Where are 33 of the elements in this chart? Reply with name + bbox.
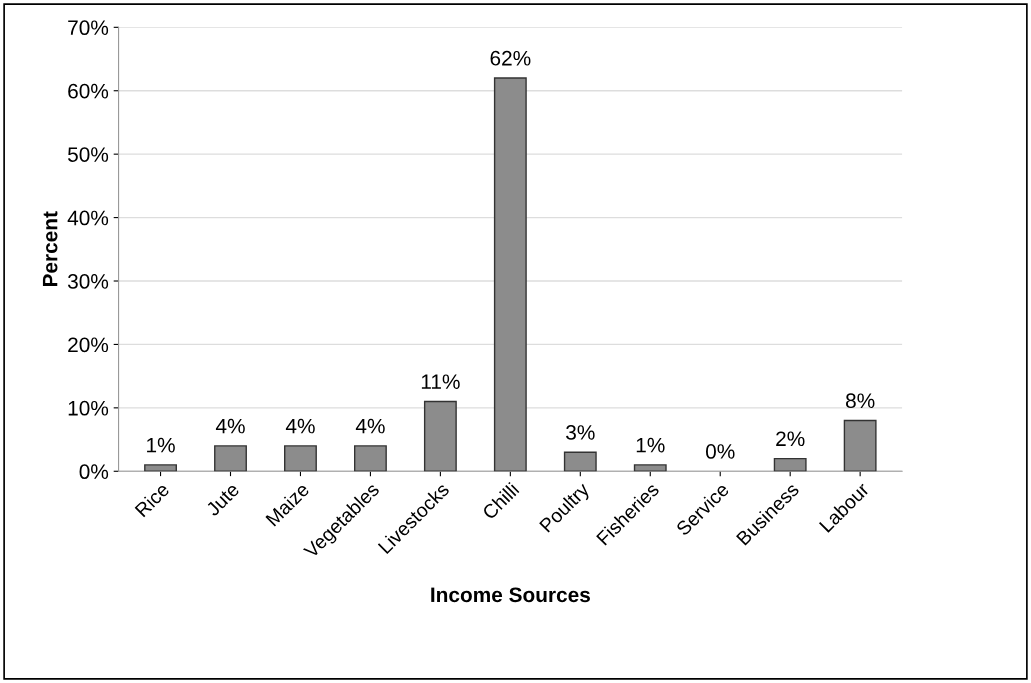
data-label: 8% bbox=[846, 393, 875, 409]
bar bbox=[843, 419, 877, 472]
y-tick-label: 70% bbox=[68, 20, 109, 36]
bar bbox=[563, 451, 597, 472]
data-label: 11% bbox=[421, 374, 460, 389]
x-tick-label: Rice bbox=[134, 481, 171, 518]
bar bbox=[284, 445, 317, 472]
x-tick-label: Jute bbox=[205, 482, 240, 517]
y-tick-label: 0% bbox=[79, 464, 109, 480]
y-tick-label: 50% bbox=[67, 147, 109, 162]
bar bbox=[423, 400, 457, 472]
x-axis-title: Income Sources bbox=[431, 587, 590, 603]
y-axis-title: Percent bbox=[42, 211, 58, 287]
data-label: 62% bbox=[490, 50, 531, 66]
y-tick-label: 10% bbox=[68, 400, 109, 416]
y-tick-label: 30% bbox=[67, 274, 109, 289]
bar bbox=[214, 445, 247, 472]
data-label: 2% bbox=[776, 431, 805, 447]
y-tick-label: 60% bbox=[68, 83, 109, 99]
data-label: 3% bbox=[566, 425, 595, 440]
y-tick-label: 20% bbox=[68, 337, 109, 353]
bar bbox=[144, 464, 177, 472]
y-tick-label: 40% bbox=[67, 210, 109, 226]
bar bbox=[493, 77, 527, 472]
data-label: 4% bbox=[355, 418, 385, 434]
data-label: 1% bbox=[147, 437, 175, 453]
data-label: 0% bbox=[705, 444, 735, 459]
bar bbox=[353, 445, 387, 472]
data-label: 1% bbox=[636, 437, 665, 453]
bar bbox=[773, 457, 807, 472]
data-label: 4% bbox=[215, 418, 245, 434]
bar bbox=[633, 464, 667, 472]
data-label: 4% bbox=[285, 418, 315, 434]
